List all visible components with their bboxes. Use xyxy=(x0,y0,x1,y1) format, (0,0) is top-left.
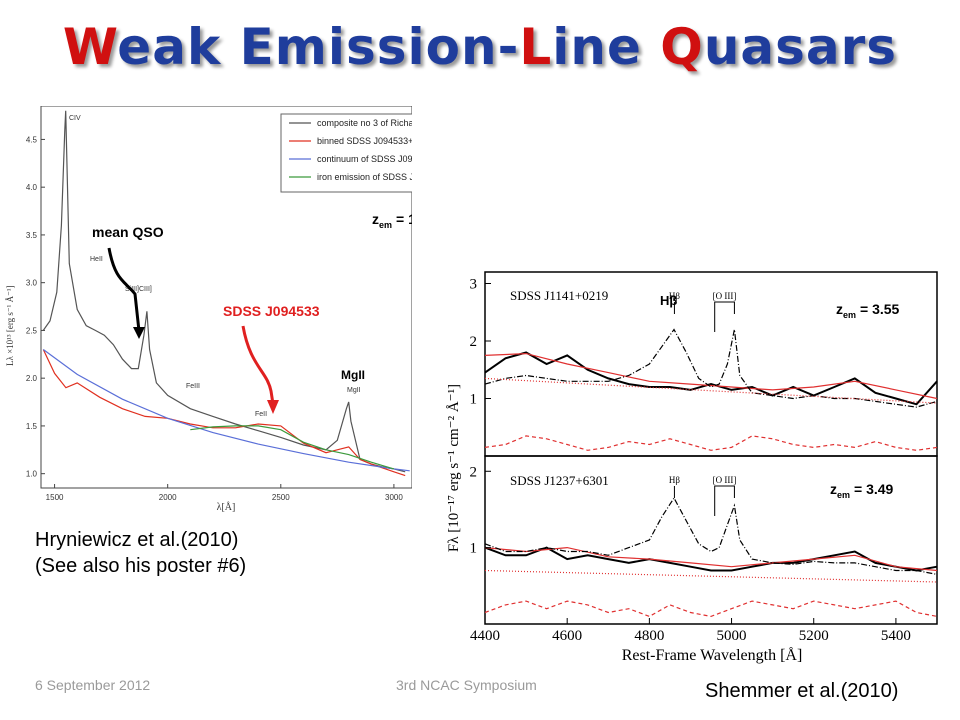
line-label-heii: HeII xyxy=(90,256,103,263)
mean-qso-annotation: mean QSO xyxy=(92,224,164,240)
right-panel1-series-0 xyxy=(484,546,938,572)
hbeta-annotation: Hβ xyxy=(660,293,677,308)
caption-shemmer: Shemmer et al.(2010) xyxy=(705,680,899,702)
shemmer-spectrum-chart: 1 2 3 Hβ [O III] 1 2 Hβ [O III] 4400 4600 4800 5000 5… xyxy=(446,271,938,664)
left-y-tick-label-2: 2.0 xyxy=(26,374,38,383)
right-panel1-series-2 xyxy=(484,496,938,575)
left-x-tick-label-1: 2000 xyxy=(159,493,177,502)
left-legend-label-3: iron emission of SDSS J094533 xyxy=(317,172,412,182)
mgii-annotation: MgII xyxy=(341,368,365,382)
line-label-feii: FeII xyxy=(255,411,267,418)
zem-355-annotation: zem = 3.55 xyxy=(836,301,900,320)
right-panel0-y-tick-label-2: 3 xyxy=(470,277,478,293)
left-series-line-0 xyxy=(42,110,406,473)
slide-title: Weak Emission-Line Quasars xyxy=(62,18,898,76)
left-y-tick-label-4: 3.0 xyxy=(26,279,38,288)
zem-349-annotation: zem = 3.49 xyxy=(830,481,894,500)
right-x-tick-label-2: 4800 xyxy=(634,628,664,644)
sdss-arrow-head xyxy=(267,400,279,414)
right-x-tick-label-5: 5400 xyxy=(881,628,911,644)
right-x-tick-label-4: 5200 xyxy=(799,628,829,644)
sdss-arrow xyxy=(241,325,275,405)
mean-qso-arrow xyxy=(107,247,141,332)
footer-date: 6 September 2012 xyxy=(35,677,151,693)
caption-poster: (See also his poster #6) xyxy=(35,555,247,577)
line-label-feiii: FeIII xyxy=(186,383,200,390)
right-panel1-series-1 xyxy=(484,546,938,572)
right-panel1-oiii-label: [O III] xyxy=(713,475,737,485)
right-bottom-plot-frame xyxy=(484,455,938,625)
hryniewicz-spectrum-chart: 1500 2000 2500 3000 1.0 1.5 2.0 2.5 3.0 3.5 4.0 4.5… xyxy=(5,105,510,513)
right-x-tick-label-3: 5000 xyxy=(717,628,747,644)
right-panel0-y-tick-label-1: 2 xyxy=(470,334,478,350)
left-y-tick-label-3: 2.5 xyxy=(26,326,38,335)
right-panel1-oiii-bracket xyxy=(714,485,735,516)
left-y-tick-label-7: 4.5 xyxy=(26,135,38,144)
right-panel0-series-2 xyxy=(484,328,938,408)
left-y-tick-label-6: 4.0 xyxy=(26,183,38,192)
right-chart-panel: 1 2 3 Hβ [O III] 1 2 Hβ [O III] 4400 4600 4800 5000 5… xyxy=(432,268,940,666)
right-x-axis-label: Rest-Frame Wavelength [Å] xyxy=(622,646,803,664)
right-panel1-y-tick-label-1: 2 xyxy=(470,464,478,480)
right-panel0-oiii-label: [O III] xyxy=(713,291,737,301)
right-y-axis-label: Fλ [10⁻¹⁷ erg s⁻¹ cm⁻² Å⁻¹] xyxy=(446,384,462,552)
left-y-tick-label-0: 1.0 xyxy=(26,470,38,479)
line-label-mgii-small: MgII xyxy=(347,387,361,394)
right-panel1-y-tick-label-0: 1 xyxy=(470,541,478,557)
right-panel0-oiii-bracket xyxy=(714,301,735,332)
left-legend-label-1: binned SDSS J094533+100950.1 xyxy=(317,136,412,146)
left-chart-panel: 1500 2000 2500 3000 1.0 1.5 2.0 2.5 3.0 3.5 4.0 4.5… xyxy=(5,105,510,520)
object-label-j1141: SDSS J1141+0219 xyxy=(510,288,608,303)
right-panel0-hbeta-marker-label: Hβ xyxy=(669,291,680,301)
right-panel0-series-1 xyxy=(484,352,938,400)
left-x-tick-label-3: 3000 xyxy=(385,493,403,502)
right-x-tick-label-0: 4400 xyxy=(470,628,500,644)
left-y-tick-label-1: 1.5 xyxy=(26,422,38,431)
line-label-civ: CIV xyxy=(69,115,81,122)
left-series-line-3 xyxy=(190,425,395,470)
line-label-siiii-ciii: SiIII]CIII] xyxy=(125,286,152,293)
right-panel0-series-4 xyxy=(484,435,938,451)
left-y-tick-label-5: 3.5 xyxy=(26,231,38,240)
mean-qso-arrow-head xyxy=(133,327,145,339)
object-label-j1237: SDSS J1237+6301 xyxy=(510,473,609,488)
right-panel1-series-4 xyxy=(484,600,938,618)
left-legend-label-0: composite no 3 of Richards et al. xyxy=(317,118,412,128)
footer-event: 3rd NCAC Symposium xyxy=(396,677,537,693)
left-y-axis-label: Lλ ×10¹³ [erg s⁻¹ Å⁻¹] xyxy=(5,285,15,366)
left-x-tick-label-2: 2500 xyxy=(272,493,290,502)
right-x-tick-label-1: 4600 xyxy=(552,628,582,644)
right-panel1-hbeta-marker-label: Hβ xyxy=(669,475,680,485)
right-panel1-series-3 xyxy=(484,569,938,583)
caption-hryniewicz: Hryniewicz et al.(2010) xyxy=(35,529,239,551)
right-panel0-series-3 xyxy=(484,377,938,404)
right-panel0-y-tick-label-0: 1 xyxy=(470,392,478,408)
left-x-tick-label-0: 1500 xyxy=(46,493,64,502)
left-legend-label-2: continuum of SDSS J094533 xyxy=(317,154,412,164)
left-x-axis-label: λ[Å] xyxy=(217,501,236,513)
sdss-j094533-annotation: SDSS J094533 xyxy=(223,303,320,319)
left-series-line-2 xyxy=(42,349,410,472)
